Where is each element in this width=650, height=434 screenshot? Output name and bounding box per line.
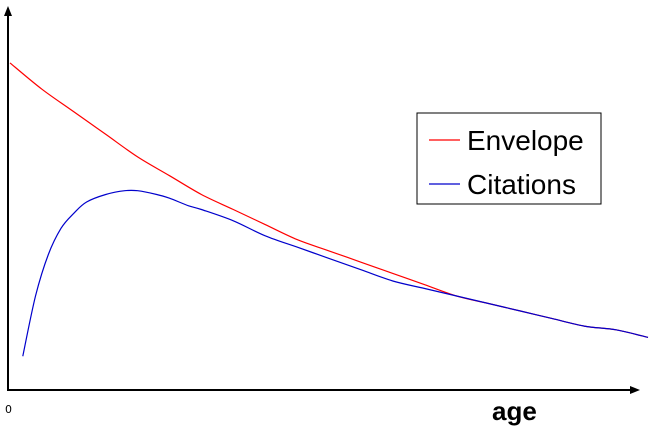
legend-label-citations: Citations [467, 169, 576, 200]
x-axis-arrow [630, 386, 640, 394]
y-axis-arrow [4, 6, 12, 16]
series-layer [9, 62, 649, 357]
series-line-citations [22, 189, 649, 357]
x-axis-label: age [492, 396, 537, 426]
legend-box [416, 112, 602, 205]
legend: Envelope Citations [416, 112, 602, 205]
x-tick-label-0: 0 [5, 403, 12, 416]
chart-axes [4, 6, 640, 394]
legend-label-envelope: Envelope [467, 125, 584, 156]
